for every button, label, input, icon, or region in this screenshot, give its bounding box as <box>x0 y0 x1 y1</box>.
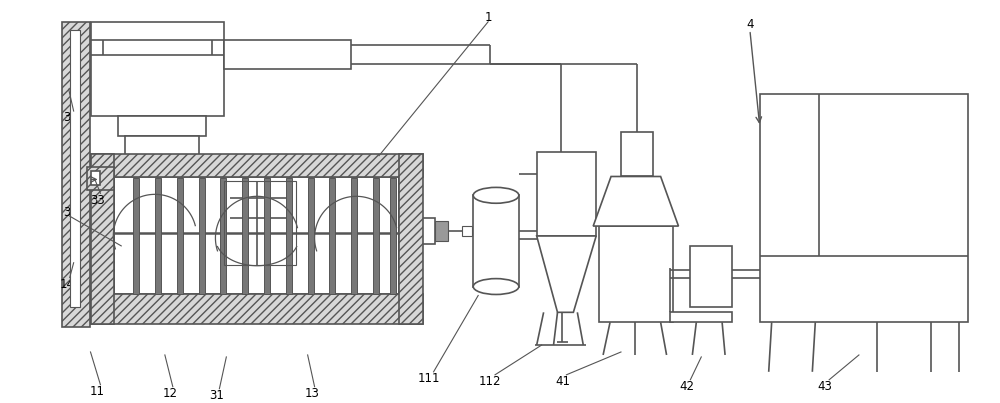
Text: 12: 12 <box>162 387 177 400</box>
Bar <box>91 22 224 116</box>
Bar <box>264 179 270 295</box>
Bar <box>91 295 423 324</box>
Bar <box>690 246 732 307</box>
Ellipse shape <box>473 278 519 295</box>
Text: 111: 111 <box>417 372 440 385</box>
Bar <box>91 154 114 324</box>
Bar <box>399 218 435 244</box>
Text: 112: 112 <box>479 375 501 388</box>
Bar <box>125 136 199 156</box>
Bar <box>242 179 248 295</box>
Bar <box>462 226 472 236</box>
Bar <box>91 170 100 185</box>
Text: 14: 14 <box>59 278 74 291</box>
Bar <box>399 154 423 324</box>
Bar <box>621 132 653 177</box>
Bar <box>177 179 183 295</box>
Bar <box>133 179 139 295</box>
Bar <box>351 179 357 295</box>
Bar <box>670 312 732 322</box>
Bar <box>62 22 90 327</box>
Bar <box>155 179 161 295</box>
Text: 43: 43 <box>818 380 833 393</box>
Ellipse shape <box>473 187 519 203</box>
Bar <box>91 154 423 177</box>
Text: 41: 41 <box>555 375 570 388</box>
Bar <box>224 39 351 69</box>
Bar <box>220 179 226 295</box>
Bar <box>199 179 205 295</box>
Bar <box>286 179 292 295</box>
Text: 1: 1 <box>484 11 492 24</box>
Text: 3: 3 <box>63 206 70 219</box>
Text: 11: 11 <box>90 385 105 398</box>
Bar <box>537 152 596 236</box>
Text: 33: 33 <box>90 194 105 207</box>
Bar <box>473 195 519 287</box>
Bar <box>224 181 296 265</box>
Bar <box>390 179 396 295</box>
Polygon shape <box>593 177 678 226</box>
Text: 35: 35 <box>63 112 78 125</box>
Bar <box>70 30 80 307</box>
Bar <box>599 226 673 322</box>
Text: 42: 42 <box>679 380 694 393</box>
Text: 13: 13 <box>304 387 319 400</box>
Text: 4: 4 <box>746 18 754 31</box>
Bar <box>329 179 335 295</box>
Bar <box>114 177 399 295</box>
Bar <box>118 116 206 136</box>
Bar <box>87 166 114 190</box>
Text: 31: 31 <box>209 389 224 402</box>
Bar <box>308 179 314 295</box>
Bar <box>435 221 448 241</box>
Bar <box>373 179 379 295</box>
Bar <box>760 94 968 322</box>
Polygon shape <box>537 236 596 312</box>
